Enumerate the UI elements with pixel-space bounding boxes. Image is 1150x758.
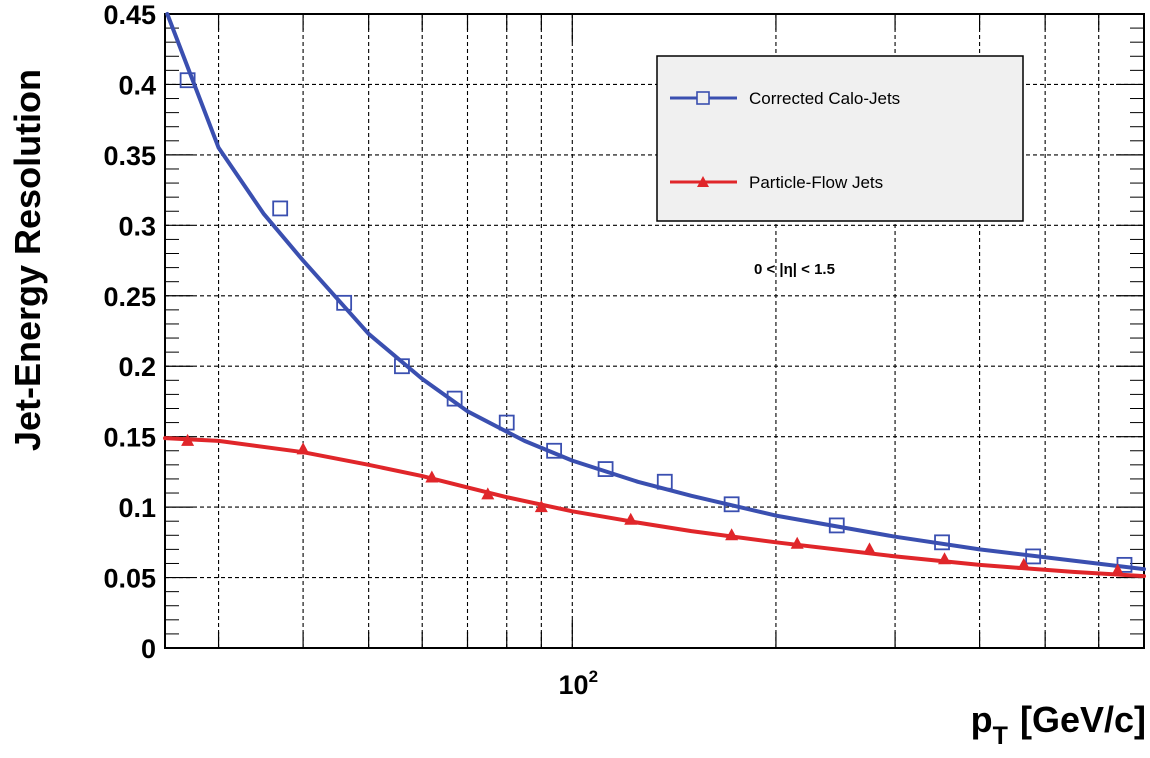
y-tick-label: 0: [141, 634, 156, 664]
y-tick-label: 0.2: [118, 352, 156, 382]
data-point-calo: [394, 358, 410, 375]
data-point-calo: [723, 496, 740, 513]
x-tick-label: 102: [559, 667, 599, 700]
fit-line-calo: [165, 12, 1146, 572]
data-point-pf: [1017, 557, 1031, 570]
series: [163, 12, 1146, 579]
data-point-pf: [534, 500, 548, 513]
legend-box: [656, 55, 1024, 222]
data-point-pf: [863, 542, 877, 555]
fit-line-pf: [163, 436, 1146, 579]
data-point-pf: [181, 433, 195, 446]
y-tick-label: 0.15: [103, 423, 156, 453]
eta-range-annotation: 0 < |η| < 1.5: [754, 261, 835, 278]
plot-frame: [164, 13, 1145, 649]
data-point-pf: [1111, 563, 1125, 576]
data-point-calo: [446, 390, 463, 407]
y-tick-label: 0.4: [118, 70, 156, 100]
data-point-calo: [656, 473, 673, 490]
y-tick-labels: 0 0.05 0.1 0.15 0.2 0.25 0.3 0.35 0.4 0.45: [103, 0, 156, 664]
x-axis-title-subscript: T: [993, 722, 1008, 750]
y-tick-label: 0.05: [103, 564, 156, 594]
x-tick-label-base: 10: [559, 670, 589, 700]
data-point-calo: [336, 294, 353, 311]
x-axis-title-unit: [GeV/c]: [1020, 699, 1146, 740]
y-tick-label: 0.35: [103, 141, 156, 171]
y-axis-title: Jet-Energy Resolution: [7, 69, 48, 451]
legend-marker-calo: [696, 91, 710, 105]
data-point-pf: [938, 552, 952, 565]
data-point-pf: [296, 442, 310, 455]
y-tick-label: 0.25: [103, 282, 156, 312]
legend: Corrected Calo-Jets Particle-Flow Jets: [656, 55, 1024, 222]
data-point-calo: [597, 461, 614, 477]
x-axis-title-symbol: p: [971, 699, 993, 740]
y-tick-label: 0.3: [118, 211, 156, 241]
data-point-pf: [725, 528, 739, 541]
legend-label-pf: Particle-Flow Jets: [749, 173, 883, 192]
data-point-calo: [546, 442, 563, 459]
data-point-pf: [624, 512, 638, 525]
x-tick-label-exponent: 2: [589, 667, 598, 686]
y-tick-label: 0.45: [103, 0, 156, 30]
data-point-calo: [934, 534, 950, 551]
data-point-calo: [179, 72, 196, 89]
data-point-calo: [272, 200, 289, 217]
data-point-pf: [481, 487, 495, 500]
legend-marker-pf: [697, 176, 709, 187]
x-axis-title: pT [GeV/c]: [971, 699, 1146, 750]
legend-label-calo: Corrected Calo-Jets: [749, 89, 900, 108]
data-point-pf: [425, 470, 439, 483]
data-point-pf: [790, 536, 804, 549]
data-point-calo: [1025, 548, 1042, 565]
data-point-calo: [828, 517, 845, 534]
data-point-calo: [498, 414, 515, 431]
y-tick-label: 0.1: [118, 493, 156, 523]
